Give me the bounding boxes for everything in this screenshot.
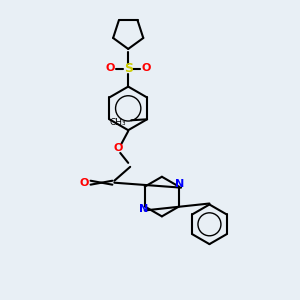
Text: S: S <box>124 62 133 75</box>
Text: N: N <box>176 179 185 189</box>
Text: N: N <box>139 204 148 214</box>
Text: O: O <box>141 63 151 73</box>
Text: O: O <box>114 143 123 153</box>
Text: CH₃: CH₃ <box>110 118 126 127</box>
Text: O: O <box>80 178 89 188</box>
Text: O: O <box>106 63 115 73</box>
